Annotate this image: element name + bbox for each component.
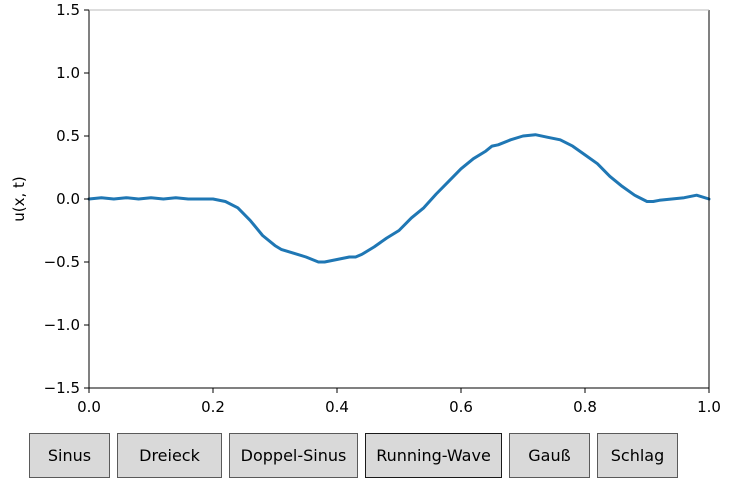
sinus-button[interactable]: Sinus: [29, 433, 110, 478]
gauss-button[interactable]: Gauß: [509, 433, 590, 478]
schlag-button[interactable]: Schlag: [597, 433, 678, 478]
x-tick-label: 1.0: [697, 398, 721, 416]
y-tick-label: −0.5: [44, 253, 80, 271]
x-tick-label: 0.6: [449, 398, 473, 416]
y-axis-label: u(x, t): [10, 176, 28, 222]
x-tick-label: 0.0: [77, 398, 101, 416]
y-tick-label: −1.5: [44, 379, 80, 397]
x-tick-label: 0.8: [573, 398, 597, 416]
y-tick-label: 0.5: [56, 127, 80, 145]
series-line: [87, 133, 711, 264]
x-tick-label: 0.4: [325, 398, 349, 416]
x-tick-label: 0.2: [201, 398, 225, 416]
doppel-sinus-button[interactable]: Doppel-Sinus: [229, 433, 358, 478]
y-tick-label: 0.0: [56, 190, 80, 208]
axes: 0.0 0.2 0.4 0.6 0.8 1.0 1.5 1.0 0.5 0.0 −0.5 −1.0 −1…: [44, 1, 721, 416]
running-wave-button[interactable]: Running-Wave: [365, 433, 502, 478]
y-tick-label: 1.5: [56, 1, 80, 19]
x-axis-label: x: [395, 428, 404, 430]
y-tick-label: 1.0: [56, 64, 80, 82]
y-tick-label: −1.0: [44, 316, 80, 334]
dreieck-button[interactable]: Dreieck: [117, 433, 222, 478]
wave-plot: 0.0 0.2 0.4 0.6 0.8 1.0 1.5 1.0 0.5 0.0 −0.5 −1.0 −1…: [10, 1, 721, 430]
